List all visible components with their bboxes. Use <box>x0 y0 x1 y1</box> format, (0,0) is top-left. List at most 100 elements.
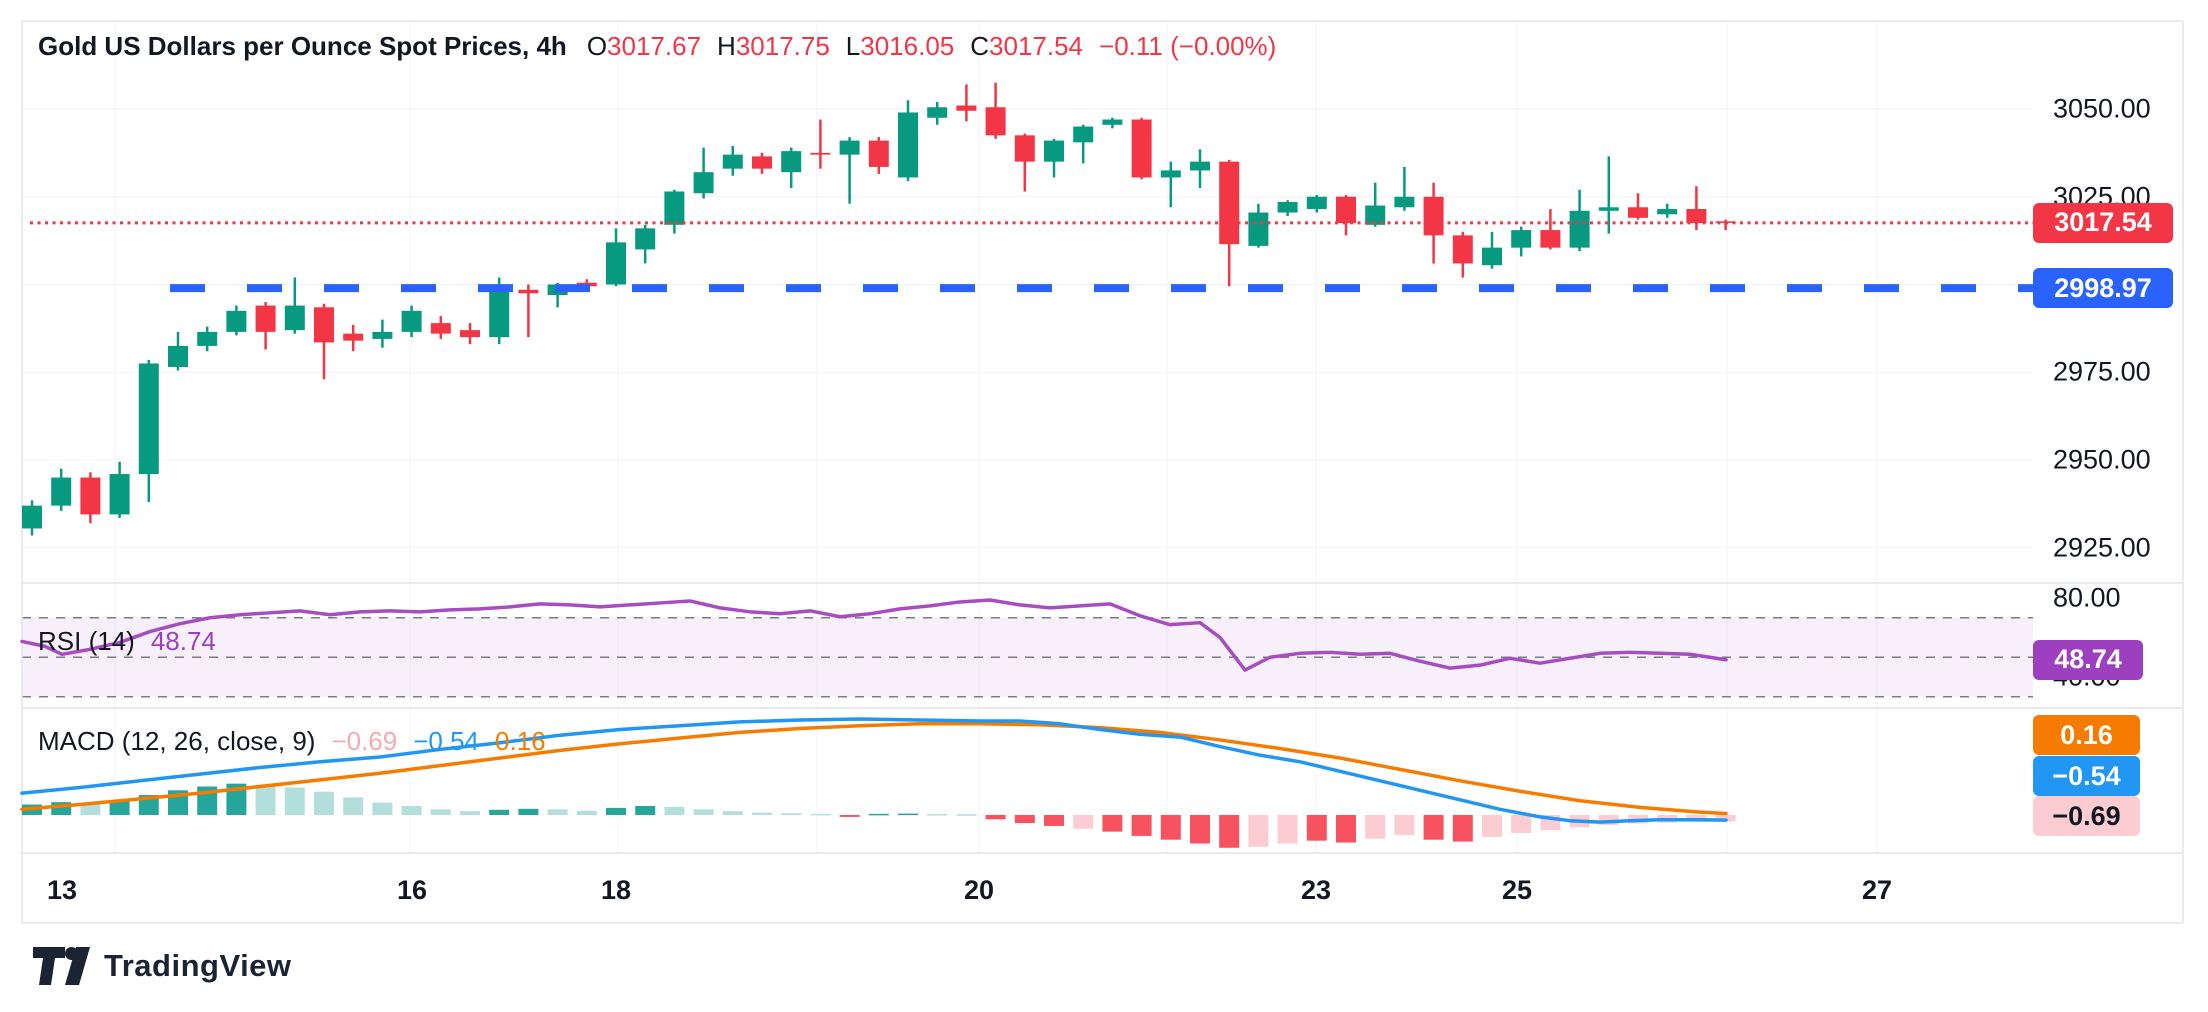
macd-histogram-bar <box>489 809 510 815</box>
candle-body <box>1190 161 1210 171</box>
candle-body <box>518 289 539 294</box>
macd-signal-value: 0.16 <box>495 726 546 756</box>
candle-body <box>722 154 743 169</box>
macd-histogram-bar <box>868 813 889 816</box>
candle-body <box>1482 247 1502 266</box>
rsi-value-badge: 48.74 <box>2033 639 2143 680</box>
macd-legend[interactable]: MACD (12, 26, close, 9) −0.69 −0.54 0.16 <box>38 726 562 757</box>
candle-body <box>430 323 451 334</box>
ohlc-high: H3017.75 <box>717 30 830 61</box>
macd-histogram-bar <box>1073 815 1094 829</box>
macd-histogram-bar <box>606 807 626 815</box>
macd-histogram-bar <box>314 791 334 815</box>
macd-histogram-bar <box>1482 815 1502 837</box>
macd-histogram-bar <box>664 806 685 815</box>
candle-body <box>868 140 889 167</box>
macd-histogram-bar <box>460 811 480 815</box>
macd-histogram-bar <box>1511 815 1532 834</box>
macd-histogram-bar <box>284 787 305 815</box>
price-change: −0.11 (−0.00%) <box>1099 30 1277 61</box>
ohlc-low: L3016.05 <box>845 30 955 61</box>
macd-histogram-bar <box>1190 815 1210 844</box>
candle-body <box>314 307 334 343</box>
macd-value-badge: 0.16 <box>2033 715 2140 755</box>
macd-histogram-bar <box>1394 815 1415 835</box>
macd-histogram-bar <box>927 814 948 816</box>
candle-body <box>839 140 860 155</box>
candle-body <box>606 242 626 285</box>
macd-histogram-bar <box>518 808 539 815</box>
rsi-axis-label: 80.00 <box>2053 582 2121 613</box>
price-badge: 3017.54 <box>2033 202 2173 243</box>
macd-line <box>20 717 1728 824</box>
candle-body <box>1540 230 1561 248</box>
macd-histogram-bar <box>1365 815 1386 839</box>
candle-body <box>22 505 42 529</box>
macd-histogram-bar <box>1014 815 1035 824</box>
macd-histogram-bar <box>430 809 451 815</box>
macd-histogram-bar <box>80 803 101 815</box>
macd-histogram-value: −0.69 <box>331 726 398 756</box>
candle-body <box>693 172 714 194</box>
candle-body <box>1394 196 1415 208</box>
candle-body <box>489 291 510 338</box>
time-axis-label: 13 <box>46 875 78 905</box>
rsi-legend-label: RSI (14) <box>38 626 135 656</box>
tradingview-logo[interactable]: TradingView <box>32 946 292 986</box>
candle-body <box>109 474 130 515</box>
candle-body <box>664 191 685 225</box>
macd-histogram-bar <box>401 805 422 815</box>
macd-histogram-bar <box>1452 815 1473 842</box>
macd-histogram-bar <box>956 814 977 816</box>
macd-histogram-bar <box>898 813 918 816</box>
candle-body <box>898 112 918 178</box>
macd-histogram-bar <box>722 811 743 815</box>
candle-body <box>1306 196 1327 210</box>
candle-body <box>80 477 101 515</box>
candle-body <box>1628 207 1648 218</box>
macd-histogram-bar <box>985 815 1006 820</box>
macd-histogram-bar <box>781 813 802 815</box>
rsi-legend[interactable]: RSI (14) 48.74 <box>38 626 232 657</box>
macd-histogram-bar <box>1102 815 1123 832</box>
price-axis-label: 2950.00 <box>2053 444 2151 475</box>
macd-histogram-bar <box>839 815 860 817</box>
candle-body <box>1044 140 1064 162</box>
macd-histogram-bar <box>372 802 393 815</box>
macd-histogram-bar <box>255 784 276 815</box>
macd-histogram-bar <box>1044 815 1064 826</box>
candle-body <box>401 310 422 332</box>
time-axis-label: 16 <box>396 875 428 905</box>
macd-signal-line <box>20 722 1728 816</box>
macd-histogram-bar <box>1160 815 1181 840</box>
time-axis-label: 27 <box>1861 875 1893 905</box>
candle-body <box>1014 135 1035 162</box>
candle-body <box>1365 205 1386 225</box>
candle-body <box>956 105 977 111</box>
time-axis-label: 23 <box>1300 875 1332 905</box>
tradingview-logo-icon <box>33 947 90 985</box>
macd-histogram-bar <box>1277 815 1298 844</box>
symbol-title[interactable]: Gold US Dollars per Ounce Spot Prices, 4… <box>38 30 567 61</box>
candle-body <box>1452 235 1473 264</box>
price-axis-label: 2975.00 <box>2053 356 2151 387</box>
candle-body <box>752 156 772 169</box>
macd-histogram-bar <box>1336 815 1356 843</box>
macd-histogram-bar <box>693 809 714 815</box>
candle-body <box>138 363 159 475</box>
time-axis-label: 20 <box>963 875 995 905</box>
rsi-line <box>20 598 1728 672</box>
candle-body <box>1336 196 1356 224</box>
price-axis-label: 3050.00 <box>2053 93 2151 124</box>
symbol-legend-row: Gold US Dollars per Ounce Spot Prices, 4… <box>38 31 1276 61</box>
candle-body <box>1131 119 1152 178</box>
candle-body <box>1219 161 1240 245</box>
macd-histogram-bar <box>635 805 656 815</box>
candle-body <box>1102 119 1123 125</box>
candle-body <box>372 331 393 339</box>
candle-body <box>1598 207 1619 211</box>
candle-body <box>1160 170 1181 178</box>
time-axis-label: 25 <box>1501 875 1533 905</box>
candle-body <box>635 228 656 250</box>
